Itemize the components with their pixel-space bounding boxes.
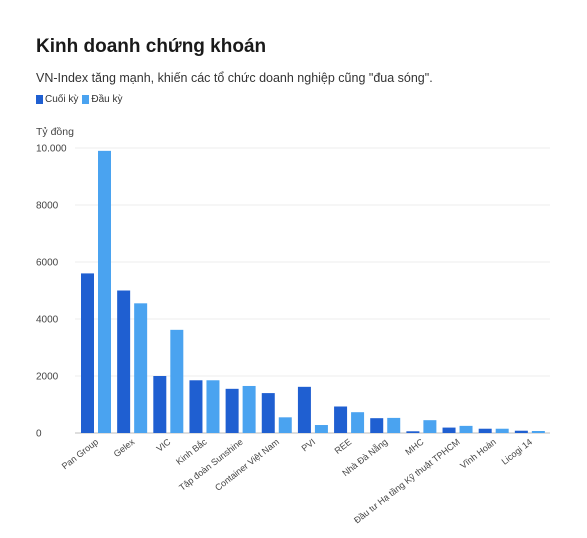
y-tick-label: 6000	[36, 258, 59, 269]
bar	[134, 303, 148, 433]
x-tick-label: Tập đoàn Sunshine	[177, 437, 245, 493]
x-tick-label: Vĩnh Hoàn	[458, 437, 498, 471]
chart-title: Kinh doanh chứng khoán	[36, 36, 267, 57]
bar	[225, 388, 239, 433]
legend-label-cuoi-ky: Cuối kỳ	[45, 94, 79, 105]
legend-item-dau-ky[interactable]: Đầu kỳ	[82, 94, 122, 105]
bar	[261, 393, 275, 433]
bar	[153, 376, 167, 433]
bar	[117, 290, 131, 433]
bar	[297, 386, 311, 433]
bar	[334, 406, 348, 433]
x-tick-label: VIC	[155, 436, 173, 453]
x-tick-label: Kinh Bắc	[174, 436, 209, 466]
legend-label-dau-ky: Đầu kỳ	[91, 94, 123, 105]
x-tick-label: REE	[333, 437, 354, 456]
bar	[81, 273, 94, 433]
bar	[387, 417, 401, 433]
bar	[531, 431, 545, 433]
bar	[495, 428, 509, 433]
chart-subtitle: VN-Index tăng mạnh, khiến các tổ chức do…	[36, 71, 433, 85]
y-tick-label: 4000	[36, 315, 59, 326]
legend: Cuối kỳ Đầu kỳ	[36, 94, 126, 105]
bar	[423, 420, 437, 433]
y-tick-label: 2000	[36, 372, 59, 383]
bar	[351, 412, 365, 433]
x-tick-label: Licogi 14	[500, 437, 535, 467]
bar	[278, 417, 292, 433]
x-tick-label: Container Việt Nam	[213, 437, 281, 493]
x-tick-label: Pan Group	[60, 437, 100, 472]
x-tick-label: PVI	[300, 437, 318, 454]
y-tick-label: 10.000	[36, 144, 67, 155]
bar	[170, 329, 184, 433]
bar	[242, 385, 256, 433]
bar	[98, 150, 111, 433]
y-tick-label: 8000	[36, 201, 59, 212]
y-tick-label: 0	[36, 429, 42, 440]
bar	[314, 425, 328, 433]
bar	[514, 430, 528, 433]
bar	[370, 418, 384, 433]
legend-swatch-dau-ky	[82, 95, 90, 104]
bar	[189, 380, 203, 433]
x-tick-label: Gelex	[112, 436, 137, 459]
bar	[459, 425, 473, 433]
bar	[206, 380, 220, 433]
legend-item-cuoi-ky[interactable]: Cuối kỳ	[36, 94, 78, 105]
bar	[478, 428, 492, 433]
x-tick-label: MHC	[403, 436, 426, 457]
bar	[442, 427, 456, 433]
y-axis-unit: Tỷ đồng	[36, 126, 74, 138]
bar	[406, 431, 420, 433]
legend-swatch-cuoi-ky	[36, 95, 43, 104]
